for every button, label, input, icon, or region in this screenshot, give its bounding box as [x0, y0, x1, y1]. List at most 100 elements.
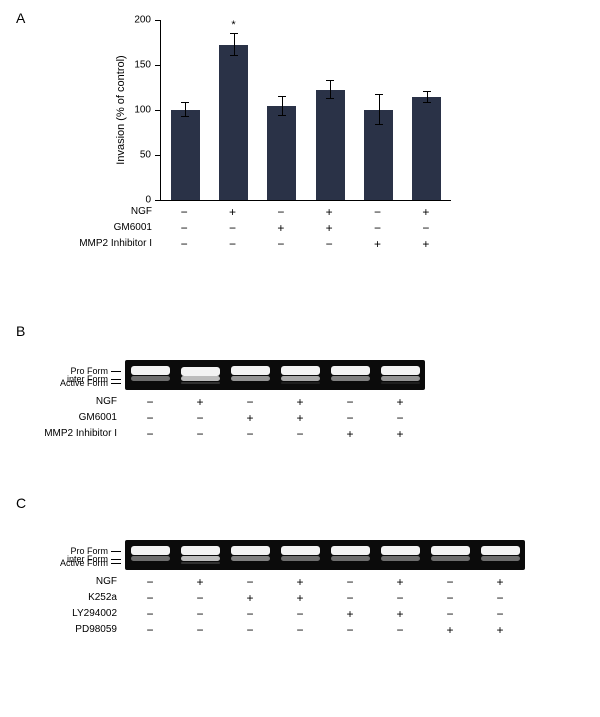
condition-label: GM6001 [114, 222, 152, 233]
condition-cell: + [196, 395, 203, 409]
bar [316, 90, 345, 200]
gel-row-label: Active Form [60, 558, 121, 568]
condition-cell: + [326, 205, 333, 219]
gel-band [131, 546, 170, 555]
error-bar [282, 97, 283, 117]
gel-band [181, 556, 220, 561]
condition-row: NGF−+−+−+ [125, 396, 425, 412]
condition-cell: − [346, 395, 353, 409]
condition-label: MMP2 Inhibitor I [44, 428, 117, 439]
condition-row: PD98059−−−−−−++ [125, 624, 525, 640]
condition-cell: − [396, 411, 403, 425]
gel-band [281, 556, 320, 561]
panel-label-a: A [16, 10, 25, 26]
condition-cell: + [296, 575, 303, 589]
condition-cell: − [229, 237, 236, 251]
condition-cell: + [396, 575, 403, 589]
condition-cell: − [446, 607, 453, 621]
gel-band [381, 376, 420, 381]
y-tick-label: 50 [140, 150, 151, 161]
condition-row: GM6001−−++−− [160, 222, 450, 238]
condition-cell: − [229, 221, 236, 235]
gel-band [231, 366, 270, 375]
condition-cell: − [326, 237, 333, 251]
condition-cell: − [146, 591, 153, 605]
condition-cell: − [277, 237, 284, 251]
error-cap [278, 115, 286, 116]
error-bar [330, 81, 331, 99]
panel-label-b: B [16, 323, 25, 339]
condition-cell: − [146, 411, 153, 425]
gel-row-label: Active Form [60, 378, 121, 388]
condition-cell: − [422, 221, 429, 235]
y-tick [155, 110, 161, 111]
gel-band [381, 382, 420, 384]
condition-cell: − [446, 575, 453, 589]
condition-cell: − [396, 623, 403, 637]
gel-band [481, 556, 520, 561]
y-tick-label: 150 [134, 60, 151, 71]
error-cap [230, 55, 238, 56]
condition-cell: − [246, 607, 253, 621]
gel-band [481, 546, 520, 555]
condition-cell: − [296, 623, 303, 637]
condition-label: NGF [96, 396, 117, 407]
condition-cell: − [181, 221, 188, 235]
gel-band [181, 382, 220, 384]
condition-cell: − [277, 205, 284, 219]
error-cap [423, 91, 431, 92]
condition-row: GM6001−−++−− [125, 412, 425, 428]
conditions-table-a: NGF−+−+−+GM6001−−++−−MMP2 Inhibitor I−−−… [160, 206, 450, 254]
condition-cell: − [446, 591, 453, 605]
y-tick-label: 0 [145, 195, 151, 206]
condition-cell: + [296, 411, 303, 425]
error-cap [230, 33, 238, 34]
condition-label: LY294002 [72, 608, 117, 619]
figure-root: A Invasion (% of control) 050100150200* … [0, 0, 600, 717]
gel-band [331, 366, 370, 375]
condition-cell: + [277, 221, 284, 235]
condition-cell: − [296, 607, 303, 621]
condition-cell: + [346, 607, 353, 621]
condition-row: NGF−+−+−+ [160, 206, 450, 222]
condition-cell: − [196, 591, 203, 605]
condition-cell: + [396, 607, 403, 621]
significance-marker: * [231, 19, 235, 31]
condition-cell: + [229, 205, 236, 219]
condition-cell: + [496, 623, 503, 637]
bar-chart: Invasion (% of control) 050100150200* [160, 20, 451, 201]
condition-cell: + [422, 237, 429, 251]
condition-cell: − [346, 411, 353, 425]
error-cap [326, 98, 334, 99]
condition-label: NGF [131, 206, 152, 217]
condition-cell: + [246, 591, 253, 605]
gel-band [431, 556, 470, 561]
error-cap [375, 124, 383, 125]
bar [219, 45, 248, 200]
gel-band [231, 556, 270, 561]
gel-band [131, 366, 170, 375]
y-tick [155, 20, 161, 21]
condition-cell: − [374, 221, 381, 235]
condition-cell: − [246, 395, 253, 409]
condition-cell: + [396, 427, 403, 441]
error-cap [375, 94, 383, 95]
condition-label: K252a [88, 592, 117, 603]
condition-cell: − [146, 395, 153, 409]
panel-b: Pro Forminter FormActive Form NGF−+−+−+G… [125, 360, 425, 390]
condition-cell: + [396, 395, 403, 409]
gel-band [281, 366, 320, 375]
panel-label-c: C [16, 495, 26, 511]
gel-band [381, 546, 420, 555]
panel-a: Invasion (% of control) 050100150200* NG… [110, 20, 460, 310]
condition-cell: − [246, 427, 253, 441]
condition-cell: + [296, 591, 303, 605]
condition-cell: − [146, 427, 153, 441]
error-bar [234, 34, 235, 56]
condition-cell: + [326, 221, 333, 235]
error-cap [326, 80, 334, 81]
gel-band [281, 376, 320, 381]
condition-cell: − [496, 607, 503, 621]
bar [267, 106, 296, 200]
y-tick [155, 200, 161, 201]
